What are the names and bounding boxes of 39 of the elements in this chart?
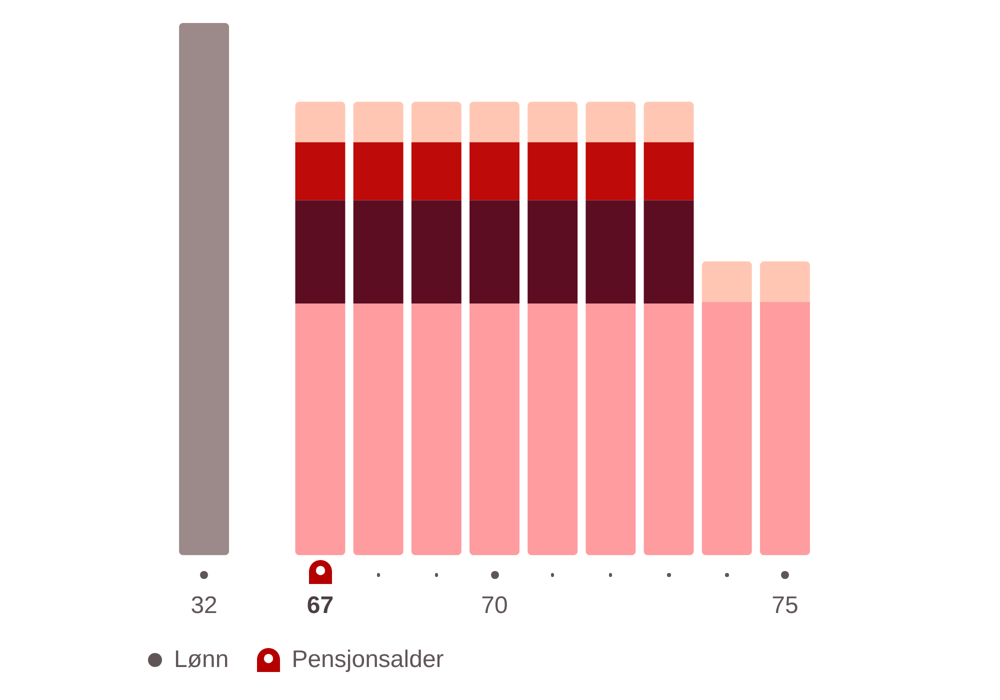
- bar: [353, 142, 404, 200]
- bar: [353, 102, 404, 142]
- bar: [586, 200, 636, 304]
- bar: [528, 303, 578, 556]
- bar: [760, 261, 810, 302]
- bar: [644, 142, 694, 200]
- bar: [179, 23, 230, 556]
- bar: [470, 142, 520, 200]
- bar: [411, 142, 462, 200]
- text: Pensjonsalder: [292, 645, 444, 675]
- bar: [411, 200, 462, 304]
- bar: [295, 102, 346, 142]
- bar: [528, 102, 578, 142]
- bar: [702, 261, 752, 302]
- bar: [353, 303, 404, 556]
- text: Lønn: [174, 645, 229, 675]
- bar: [470, 200, 520, 304]
- bar: [586, 303, 636, 556]
- x-tick-label: 32: [190, 592, 218, 620]
- bar: [644, 200, 694, 304]
- bar: [295, 142, 346, 200]
- bar: [760, 302, 810, 556]
- bar: [528, 200, 578, 304]
- bar: [295, 303, 346, 556]
- bar: [586, 102, 636, 142]
- bar: [586, 142, 636, 200]
- bar: [470, 303, 520, 556]
- bar: [644, 102, 694, 142]
- bar: [702, 302, 752, 556]
- bar: [644, 303, 694, 556]
- bar: [528, 142, 578, 200]
- bar: [411, 102, 462, 142]
- x-tick-label: 70: [481, 592, 508, 620]
- bar: [411, 303, 462, 556]
- x-tick-label: 67: [306, 592, 334, 620]
- bar: [295, 200, 346, 304]
- bar: [353, 200, 404, 304]
- x-tick-label: 75: [772, 592, 798, 620]
- bar: [470, 102, 520, 142]
